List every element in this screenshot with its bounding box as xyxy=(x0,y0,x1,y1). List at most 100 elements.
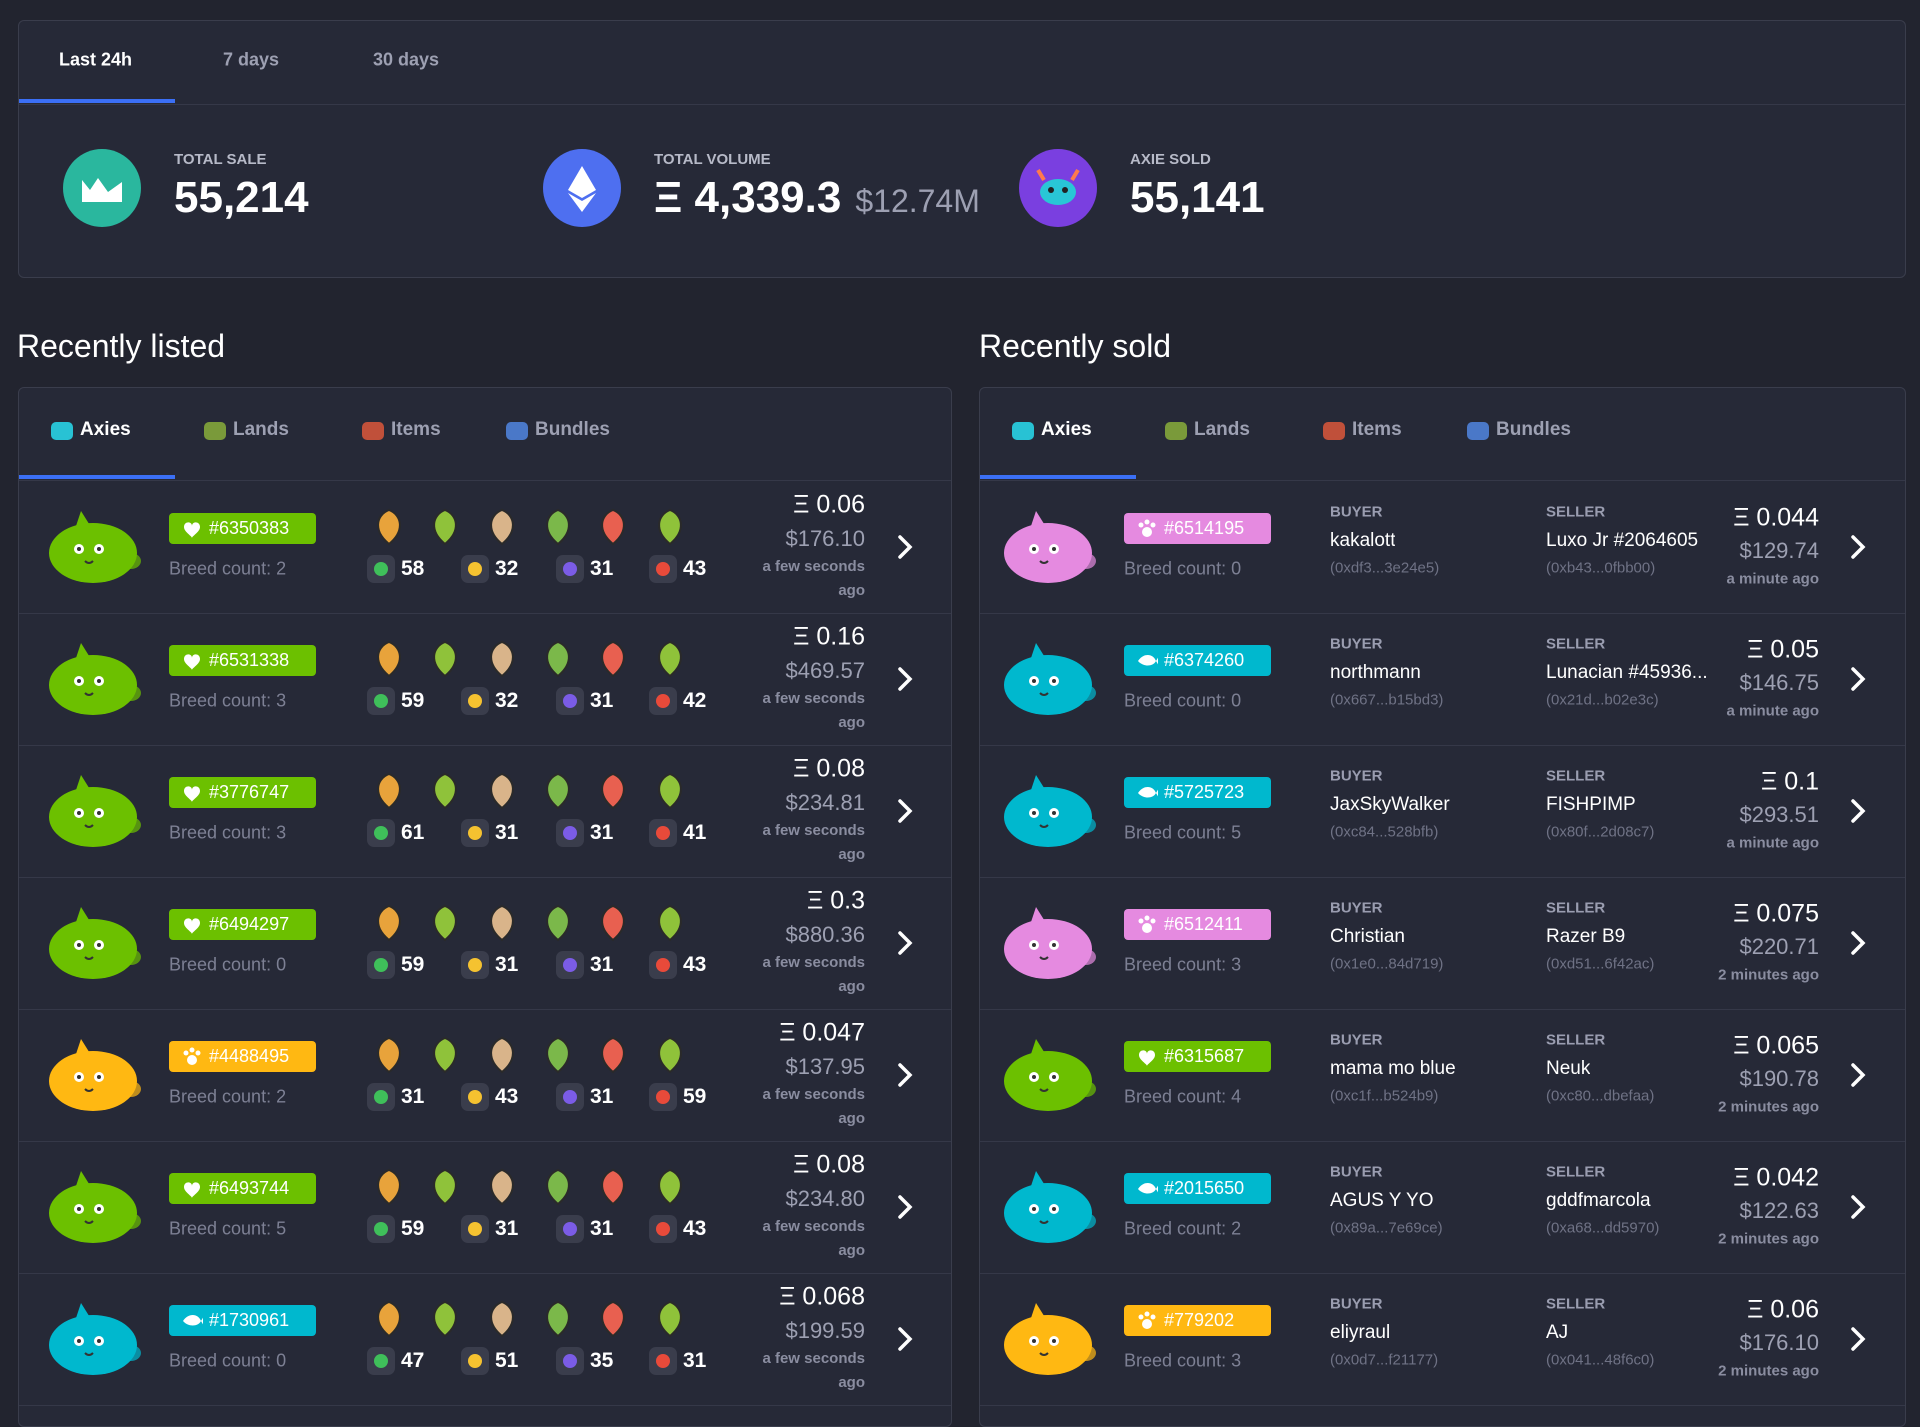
part-icon xyxy=(369,771,409,811)
price-eth: Ξ 0.06 xyxy=(793,490,865,519)
category-tab[interactable]: Lands xyxy=(233,419,289,440)
buyer-address: (0x89a...7e69ce) xyxy=(1330,1219,1443,1237)
listed-time: a few seconds ago xyxy=(762,954,865,995)
row-arrow[interactable] xyxy=(895,1193,915,1221)
axie-row[interactable]: #1730961 Breed count: 0 47 51 35 31 Ξ 0.068 $19… xyxy=(19,1273,951,1406)
row-arrow[interactable] xyxy=(1848,1061,1868,1089)
category-tab[interactable]: Items xyxy=(1352,419,1402,440)
part-icon xyxy=(593,1299,633,1339)
axie-avatar xyxy=(33,627,153,727)
axie-id: #5725723 xyxy=(1164,782,1245,802)
sold-time: a minute ago xyxy=(1726,834,1819,852)
stat-icon xyxy=(461,555,489,583)
class-icon xyxy=(184,917,200,934)
axie-row[interactable]: #6531338 Breed count: 3 59 32 31 42 Ξ 0.16 $469… xyxy=(19,613,951,746)
price-eth: Ξ 0.06 xyxy=(1747,1295,1819,1324)
listed-time: a few seconds ago xyxy=(762,690,865,731)
stat-value: 31 xyxy=(495,953,519,976)
stat-number: 55,141 xyxy=(1130,173,1265,222)
tab-icon xyxy=(1162,417,1190,445)
buyer-name: northmann xyxy=(1330,662,1421,683)
buyer-name: kakalott xyxy=(1330,530,1396,551)
row-arrow[interactable] xyxy=(895,929,915,957)
buyer-label: BUYER xyxy=(1330,503,1383,521)
category-tab[interactable]: Axies xyxy=(1041,419,1092,440)
stat-icon xyxy=(1018,148,1098,228)
row-arrow[interactable] xyxy=(1848,665,1868,693)
part-icon xyxy=(593,639,633,679)
axie-avatar xyxy=(988,759,1108,859)
stat-label: TOTAL VOLUME xyxy=(654,151,771,168)
axie-id: #6514195 xyxy=(1164,518,1245,538)
stats-panel: Last 24h 7 days 30 days TOTAL SALE 55,214 TOT… xyxy=(18,20,1906,278)
class-icon xyxy=(1138,1182,1158,1193)
stat-icon xyxy=(649,951,677,979)
seller-label: SELLER xyxy=(1546,767,1606,785)
period-tab[interactable]: 30 days xyxy=(373,49,440,70)
breed-count: Breed count: 3 xyxy=(1124,1350,1242,1371)
stat-value: 31 xyxy=(590,1085,614,1108)
axie-row[interactable]: #6350383 Breed count: 2 58 32 31 43 Ξ 0.06 $176… xyxy=(19,481,951,614)
row-arrow[interactable] xyxy=(895,1061,915,1089)
stat-icon xyxy=(556,819,584,847)
axie-row[interactable]: #6514195 Breed count: 0 BUYER kakalott (0xdf… xyxy=(980,481,1905,614)
period-tab[interactable]: 7 days xyxy=(223,49,280,70)
axie-avatar xyxy=(988,1155,1108,1255)
class-icon xyxy=(183,1314,203,1325)
tab-icon xyxy=(1009,417,1037,445)
part-icon xyxy=(482,1035,522,1075)
axie-row[interactable]: #5725723 Breed count: 5 BUYER JaxSkyWalker (… xyxy=(980,745,1905,878)
row-arrow[interactable] xyxy=(1848,1193,1868,1221)
row-arrow[interactable] xyxy=(1848,533,1868,561)
row-arrow[interactable] xyxy=(895,665,915,693)
row-arrow[interactable] xyxy=(895,1325,915,1353)
separator xyxy=(19,480,951,481)
section-title: Recently sold xyxy=(979,328,1172,364)
axie-id-badge: #3776747 xyxy=(169,777,316,808)
buyer-label: BUYER xyxy=(1330,635,1383,653)
axie-row[interactable]: #4488495 Breed count: 2 31 43 31 59 Ξ 0.047 $13… xyxy=(19,1009,951,1142)
row-arrow[interactable] xyxy=(1848,929,1868,957)
axie-row[interactable]: #2015650 Breed count: 2 BUYER AGUS Y YO (0x8… xyxy=(980,1141,1905,1274)
stat-icon xyxy=(649,555,677,583)
price-eth: Ξ 0.08 xyxy=(793,1150,865,1179)
stat-value: 42 xyxy=(683,689,707,712)
seller-address: (0x80f...2d08c7) xyxy=(1546,823,1655,841)
breed-count: Breed count: 3 xyxy=(1124,954,1242,975)
listed-time: a few seconds ago xyxy=(762,822,865,863)
category-tab[interactable]: Bundles xyxy=(535,419,610,440)
axie-row[interactable]: #6512411 Breed count: 3 BUYER Christian (0x1… xyxy=(980,877,1905,1010)
tab-icon xyxy=(1464,417,1492,445)
axie-row[interactable]: #3776747 Breed count: 3 61 31 31 41 Ξ 0.08 $234… xyxy=(19,745,951,878)
class-icon xyxy=(1138,786,1158,797)
category-tab[interactable]: Lands xyxy=(1194,419,1250,440)
axie-row[interactable]: #6493744 Breed count: 5 59 31 31 43 Ξ 0.08 $234… xyxy=(19,1141,951,1274)
stat-icon xyxy=(649,1347,677,1375)
part-icon xyxy=(425,1167,465,1207)
row-arrow[interactable] xyxy=(1848,1325,1868,1353)
axie-id-badge: #6350383 xyxy=(169,513,316,544)
price-eth: Ξ 0.08 xyxy=(793,754,865,783)
row-arrow[interactable] xyxy=(895,533,915,561)
axie-row[interactable]: #779202 Breed count: 3 BUYER eliyraul (0x0d7… xyxy=(980,1273,1905,1406)
period-tab[interactable]: Last 24h xyxy=(59,49,133,70)
part-icon xyxy=(538,639,578,679)
part-icon xyxy=(538,1299,578,1339)
row-arrow[interactable] xyxy=(1848,797,1868,825)
category-tab[interactable]: Axies xyxy=(80,419,131,440)
axie-row[interactable]: #6494297 Breed count: 0 59 31 31 43 Ξ 0.3 $880.… xyxy=(19,877,951,1010)
category-tab[interactable]: Bundles xyxy=(1496,419,1571,440)
axie-row[interactable]: #6374260 Breed count: 0 BUYER northmann (0x6… xyxy=(980,613,1905,746)
price-eth: Ξ 0.3 xyxy=(807,886,865,915)
listed-time: a few seconds ago xyxy=(762,1086,865,1127)
tab-icon xyxy=(1320,417,1348,445)
category-tab[interactable]: Items xyxy=(391,419,441,440)
part-icon xyxy=(425,639,465,679)
row-arrow[interactable] xyxy=(895,797,915,825)
breed-count: Breed count: 5 xyxy=(169,1218,287,1239)
axie-row[interactable]: #6315687 Breed count: 4 BUYER mama mo blue (… xyxy=(980,1009,1905,1142)
sold-panel: Axies Lands Items Bundles #6514195 Breed coun… xyxy=(979,387,1906,1427)
axie-id-badge: #6374260 xyxy=(1124,645,1271,676)
part-icon xyxy=(650,1035,690,1075)
